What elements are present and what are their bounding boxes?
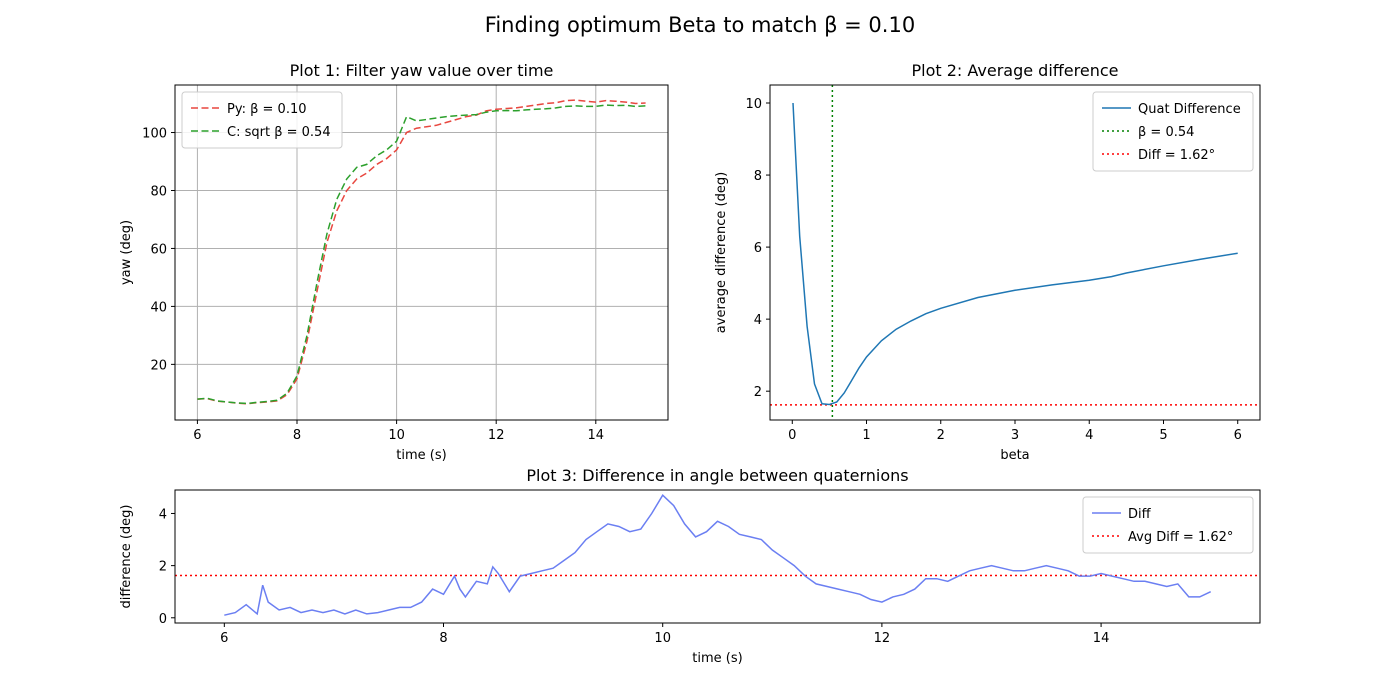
x-tick-label: 1	[862, 428, 870, 443]
y-tick-label: 40	[150, 300, 167, 315]
plot-2-average-difference: 0 1 2 3 4 5 6 2 4 6 8 10 Plot 2: Average difference b…	[714, 61, 1261, 463]
x-tick-label: 8	[439, 631, 447, 646]
legend: Py: β = 0.10 C: sqrt β = 0.54	[181, 91, 343, 149]
plot-area	[197, 99, 646, 405]
legend: Diff Avg Diff = 1.62°	[1082, 496, 1254, 554]
y-tick-label: 2	[159, 560, 167, 575]
figure-title: Finding optimum Beta to match β = 0.10	[485, 13, 915, 37]
plot-3-angle-difference: 6 8 10 12 14 0 2 4 Plot 3: Difference in angle b…	[119, 466, 1261, 666]
plot-title: Plot 1: Filter yaw value over time	[290, 61, 554, 80]
y-tick-label: 0	[159, 612, 167, 627]
y-tick-label: 8	[754, 169, 762, 184]
y-tick-label: 100	[142, 127, 167, 142]
x-tick-label: 4	[1085, 428, 1093, 443]
x-tick-label: 12	[488, 428, 505, 443]
y-tick-label: 4	[754, 313, 762, 328]
y-tick-label: 80	[150, 184, 167, 199]
x-tick-label: 3	[1011, 428, 1019, 443]
y-tick-label: 20	[150, 358, 167, 373]
x-tick-label: 5	[1159, 428, 1167, 443]
legend-box	[181, 91, 343, 149]
legend-label: Avg Diff = 1.62°	[1128, 530, 1233, 545]
x-tick-label: 6	[193, 428, 201, 443]
y-tick-label: 60	[150, 242, 167, 257]
legend-label: C: sqrt β = 0.54	[227, 125, 331, 140]
plot-area	[770, 85, 1260, 420]
x-tick-label: 6	[1234, 428, 1242, 443]
plot-title: Plot 2: Average difference	[911, 61, 1118, 80]
x-tick-label: 10	[654, 631, 671, 646]
plot-1-yaw-over-time: 6 8 10 12 14 20 40 60 80 100 Plot 1: Filter yaw va…	[119, 61, 669, 463]
legend-label: β = 0.54	[1138, 125, 1194, 140]
legend-label: Diff = 1.62°	[1138, 148, 1215, 163]
axes-frame	[174, 84, 669, 421]
plot-area	[175, 494, 1260, 616]
series-line	[224, 494, 1212, 616]
axes-frame	[174, 489, 1261, 624]
legend-label: Diff	[1128, 507, 1152, 522]
y-axis-label: average difference (deg)	[714, 172, 729, 333]
y-axis-label: difference (deg)	[119, 504, 134, 608]
y-tick-label: 10	[745, 97, 762, 112]
x-tick-label: 14	[588, 428, 605, 443]
x-axis-label: time (s)	[396, 448, 446, 463]
x-tick-label: 8	[293, 428, 301, 443]
legend-box	[1082, 496, 1254, 554]
y-tick-label: 6	[754, 241, 762, 256]
plot-title: Plot 3: Difference in angle between quat…	[526, 466, 908, 485]
legend-label: Quat Difference	[1138, 102, 1241, 117]
x-tick-label: 0	[788, 428, 796, 443]
y-axis-label: yaw (deg)	[119, 220, 134, 285]
x-tick-label: 2	[937, 428, 945, 443]
legend-box	[1092, 91, 1254, 172]
y-tick-label: 2	[754, 385, 762, 400]
legend: Quat Difference β = 0.54 Diff = 1.62°	[1092, 91, 1254, 172]
x-tick-label: 14	[1093, 631, 1110, 646]
y-tick-label: 4	[159, 507, 167, 522]
x-tick-label: 6	[220, 631, 228, 646]
x-tick-label: 12	[874, 631, 891, 646]
legend-label: Py: β = 0.10	[227, 102, 307, 117]
x-axis-label: beta	[1000, 448, 1029, 463]
series-line	[197, 104, 646, 405]
x-tick-label: 10	[388, 428, 405, 443]
x-axis-label: time (s)	[692, 651, 742, 666]
series-line	[792, 102, 1238, 406]
